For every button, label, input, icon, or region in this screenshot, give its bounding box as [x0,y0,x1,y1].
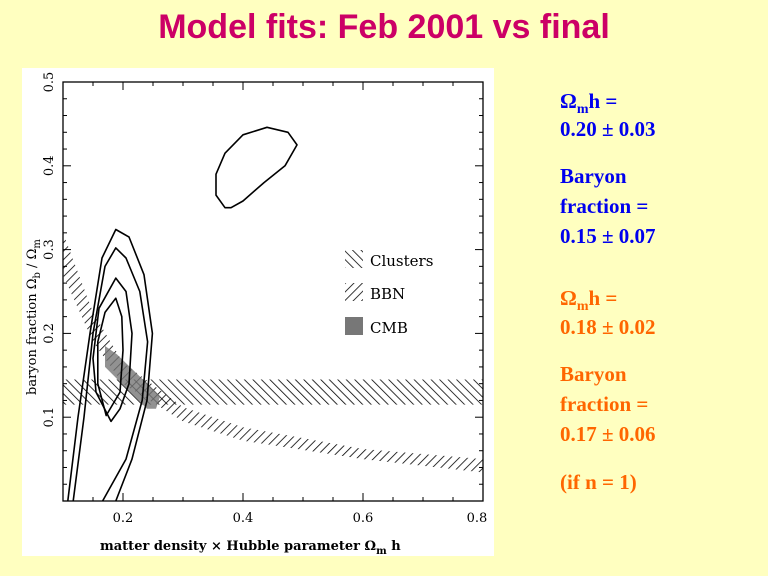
legend-label-bbn: BBN [370,285,405,303]
contour-final-fit-4 [67,228,154,501]
x-axis-label: matter density × Hubble parameter Ωm h [100,539,401,557]
x-tick-label: 0.4 [233,511,254,526]
final-baryon-value: 0.17 ± 0.06 [560,422,656,446]
legend-label-cmb: CMB [370,319,408,337]
legend-swatch-cmb [345,317,363,335]
y-tick-label: 0.4 [42,155,57,176]
final-omega-label: Ωmh = [560,286,618,314]
feb-omega-label: Ωmh = [560,89,618,117]
x-tick-label: 0.6 [353,511,374,526]
legend-swatch-clusters [345,250,363,268]
contour-final-fit-1 [97,297,124,417]
y-tick-label: 0.3 [42,239,57,260]
x-tick-label: 0.8 [467,511,488,526]
legend-swatch-bbn [345,283,363,301]
contour-feb2001-fit [215,126,298,209]
y-tick-label: 0.2 [42,323,57,344]
final-baryon-line2: fraction = [560,392,649,416]
final-baryon-line1: Baryon [560,362,627,386]
feb-baryon-line1: Baryon [560,164,627,188]
feb-omega-value: 0.20 ± 0.03 [560,117,656,141]
contour-final-fit-2 [92,277,133,423]
feb-baryon-value: 0.15 ± 0.07 [560,224,656,248]
final-omega-value: 0.18 ± 0.02 [560,315,656,339]
legend: Clusters BBN CMB [345,250,433,337]
final-note: (if n = 1) [560,470,637,494]
slide-title: Model fits: Feb 2001 vs final [158,8,610,46]
plot-panel [22,68,494,556]
contour-final-fit-3 [72,247,149,501]
x-tick-label: 0.2 [113,511,134,526]
legend-label-clusters: Clusters [370,252,433,270]
feb-baryon-line2: fraction = [560,194,649,218]
region-cmb [105,346,161,409]
y-axis-label: baryon fraction Ωb / Ωm [25,239,43,395]
y-tick-label: 0.5 [42,72,57,93]
y-tick-label: 0.1 [42,407,57,428]
